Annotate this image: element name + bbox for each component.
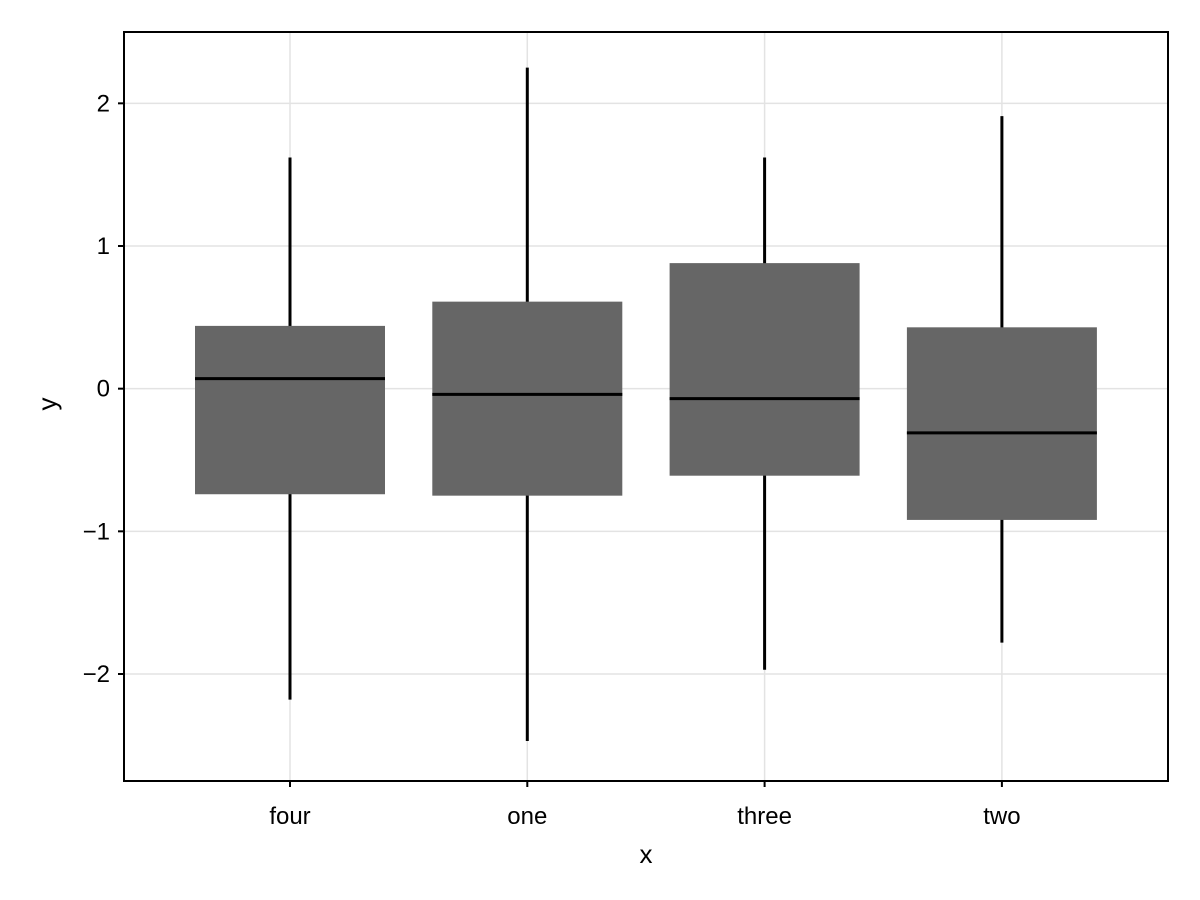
y-tick-label: 2: [97, 90, 110, 117]
y-axis-label: y: [32, 398, 62, 411]
y-tick-label: −1: [83, 518, 110, 545]
x-tick-label: one: [507, 803, 547, 830]
y-tick-label: 0: [97, 376, 110, 403]
y-tick-label: 1: [97, 233, 110, 260]
x-tick-label: four: [269, 803, 310, 830]
axis-ticks: −2 −1 0 1 2 four one three two: [83, 90, 1021, 830]
box-iqr: [669, 263, 860, 476]
plot-frame: [123, 31, 1169, 782]
boxes: [195, 67, 1097, 742]
box-one: [432, 67, 623, 742]
box-three: [669, 157, 860, 670]
x-axis-label: x: [640, 839, 653, 869]
x-tick-label: two: [983, 803, 1020, 830]
box-iqr: [906, 327, 1097, 520]
box-iqr: [195, 325, 385, 495]
box-two: [906, 116, 1097, 643]
y-tick-label: −2: [83, 661, 110, 688]
box-iqr: [432, 301, 623, 496]
box-four: [195, 157, 385, 700]
x-tick-label: three: [737, 803, 792, 830]
